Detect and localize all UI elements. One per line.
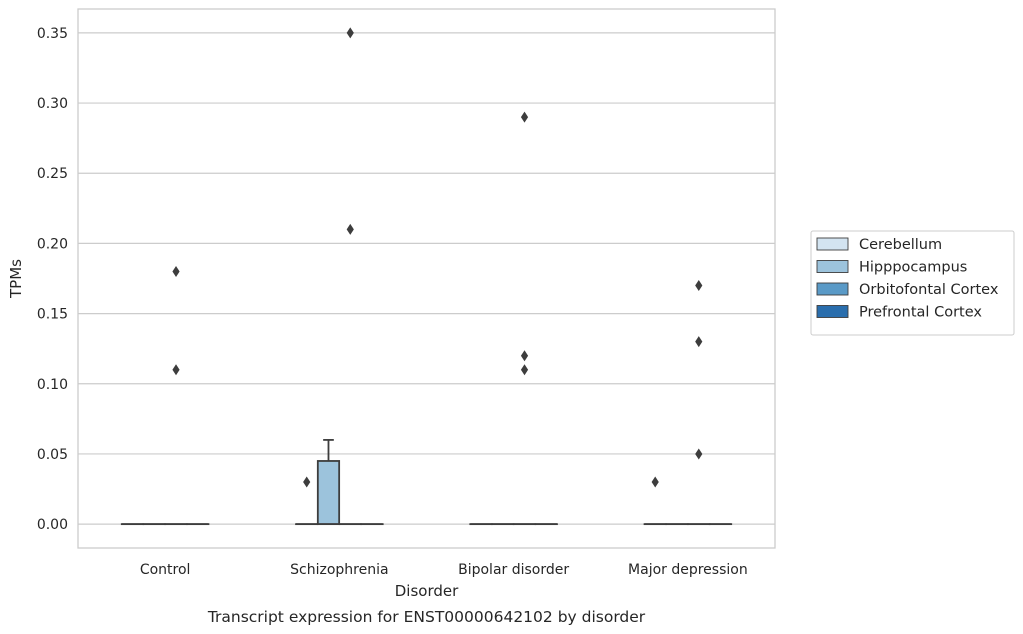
outlier-point xyxy=(695,448,703,460)
y-tick-label: 0.10 xyxy=(37,377,68,393)
outlier-point xyxy=(520,364,529,376)
y-tick-labels: 0.00 0.05 0.10 0.15 0.20 0.25 0.30 0.35 xyxy=(37,26,68,533)
legend-label: Cerebellum xyxy=(859,237,942,253)
y-tick-label: 0.30 xyxy=(37,96,68,112)
y-tick-label: 0.15 xyxy=(37,307,68,323)
chart-caption: Transcript expression for ENST0000064210… xyxy=(207,608,646,626)
outlier-point xyxy=(695,336,703,348)
outlier-point xyxy=(520,111,529,123)
x-tick-label: Control xyxy=(140,562,191,578)
y-tick-label: 0.05 xyxy=(37,447,68,463)
legend-swatch xyxy=(816,237,849,251)
y-axis-label: TPMs xyxy=(7,259,25,299)
outlier-point xyxy=(346,27,354,39)
y-tick-label: 0.00 xyxy=(37,517,68,533)
legend: Cerebellum Hipppocampus Orbitofontal Corte… xyxy=(810,230,1015,336)
outlier-point xyxy=(172,364,180,376)
legend-label: Orbitofontal Cortex xyxy=(859,282,999,298)
x-tick-label: Major depression xyxy=(628,562,748,578)
y-tick-label: 0.20 xyxy=(37,236,68,252)
legend-label: Hipppocampus xyxy=(859,260,967,276)
x-axis-label: Disorder xyxy=(395,582,459,600)
legend-item: Hipppocampus xyxy=(816,260,967,276)
box-element xyxy=(316,439,341,526)
box-iqr xyxy=(316,460,341,526)
boxes xyxy=(120,439,733,526)
outlier-point xyxy=(346,223,354,235)
legend-swatch xyxy=(816,282,849,296)
x-tick-label: Bipolar disorder xyxy=(458,562,569,578)
x-tick-labels: Control Schizophrenia Bipolar disorder Majo… xyxy=(140,562,748,578)
x-tick-label: Schizophrenia xyxy=(290,562,388,578)
outlier-point xyxy=(695,280,703,292)
outlier-point xyxy=(520,350,529,362)
plot-frame xyxy=(77,8,776,549)
legend-item: Cerebellum xyxy=(816,237,942,253)
legend-frame xyxy=(810,230,1015,336)
outlier-points xyxy=(172,27,703,488)
legend-item: Prefrontal Cortex xyxy=(816,305,982,321)
outlier-point xyxy=(303,476,311,488)
y-tick-label: 0.25 xyxy=(37,166,68,182)
legend-item: Orbitofontal Cortex xyxy=(816,282,999,298)
y-tick-label: 0.35 xyxy=(37,26,68,42)
grid-lines xyxy=(78,32,775,525)
legend-label: Prefrontal Cortex xyxy=(859,305,982,321)
outlier-point xyxy=(172,265,180,277)
legend-swatch xyxy=(816,305,849,318)
legend-swatch xyxy=(816,260,849,273)
outlier-point xyxy=(651,476,659,488)
